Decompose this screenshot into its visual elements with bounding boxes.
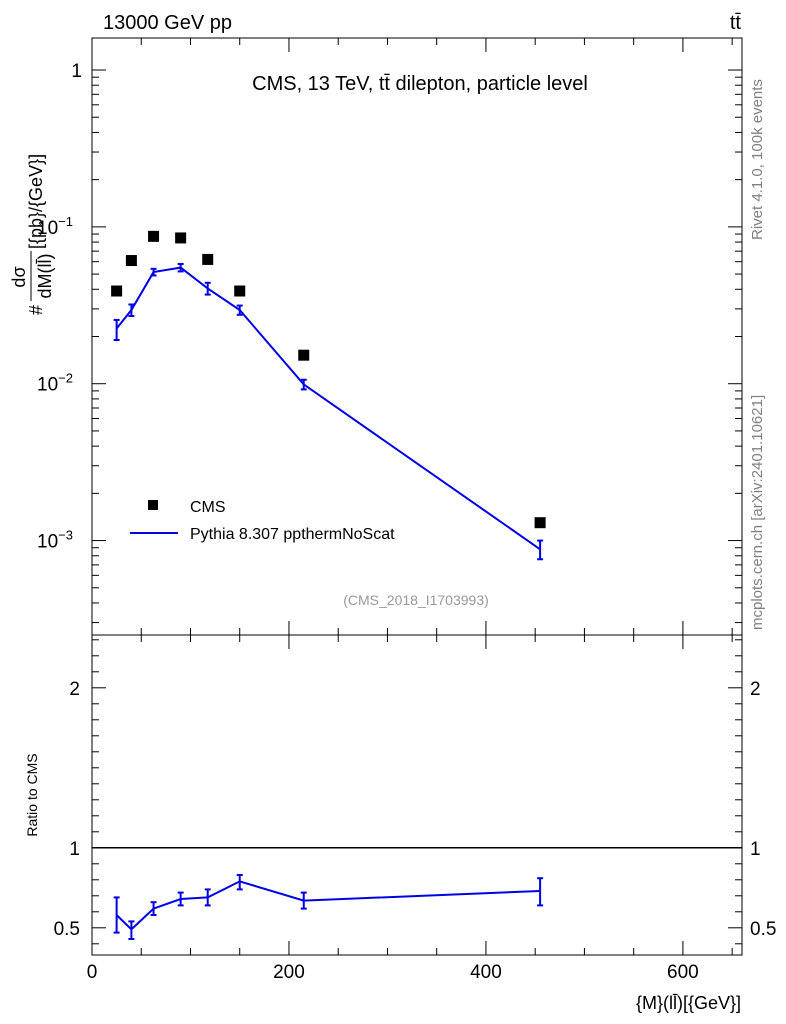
ratio-panel: Ratio to CMS {M}(ll̄)[{GeV}] 0.5 0.51 12 20…	[24, 634, 777, 1013]
y-tick-label: 10−2	[37, 371, 73, 396]
y-tick-label: 1	[71, 61, 82, 82]
ylabel-unit: [{pb}/{GeV}]	[26, 154, 46, 249]
ratio-y-tick-label: 1	[69, 839, 80, 860]
mc-series-line	[115, 266, 541, 551]
cms-data-point	[125, 255, 137, 267]
main-ticks	[91, 38, 742, 635]
side-source-text: mcplots.cern.ch [arXiv:2401.10621]	[749, 395, 766, 630]
ylabel-prefix: #	[26, 305, 46, 315]
ratio-y-tick-label: 0.5	[54, 919, 80, 940]
cms-data-point	[534, 517, 546, 529]
side-rivet-text: Rivet 4.1.0, 100k events	[749, 79, 766, 240]
ylabel-denominator: dM(ll̄)	[35, 254, 55, 299]
cms-data-point	[175, 232, 187, 244]
ratio-y-tick-label: 2	[69, 679, 80, 700]
header-channel: tt̄	[730, 12, 742, 34]
legend-cms-marker	[148, 500, 158, 510]
x-tick-label: 0	[87, 962, 98, 983]
ratio-y-tick-label-right: 2	[750, 679, 761, 700]
main-ylabel: # dσ dM(ll̄) [{pb}/{GeV}]	[9, 154, 55, 315]
cms-data-point	[111, 285, 123, 297]
legend-cms-label: CMS	[190, 499, 226, 516]
ratio-y-tick-label-right: 1	[750, 839, 761, 860]
ratio-frame	[91, 634, 743, 956]
cms-data-point	[298, 349, 310, 361]
legend-mc-label: Pythia 8.307 ppthermNoScat	[190, 526, 395, 543]
main-frame	[91, 37, 743, 636]
ratio-ylabel: Ratio to CMS	[24, 753, 40, 836]
ratio-marks	[92, 847, 742, 940]
main-tick-labels: 1 10−1 10−2 10−3	[37, 61, 82, 553]
ratio-ticks	[91, 635, 742, 955]
main-panel: CMS, 13 TeV, tt̄ dilepton, particle leve…	[9, 37, 743, 636]
ylabel-numerator: dσ	[9, 266, 29, 287]
x-tick-label: 400	[470, 962, 502, 983]
main-marks	[111, 230, 546, 561]
legend: CMS Pythia 8.307 ppthermNoScat	[130, 499, 395, 543]
cms-data-point	[202, 253, 214, 265]
watermark: (CMS_2018_I1703993)	[343, 592, 489, 608]
header-process: 13000 GeV pp	[103, 12, 232, 34]
y-tick-label: 10−1	[37, 214, 73, 239]
x-tick-label: 600	[667, 962, 699, 983]
main-title: CMS, 13 TeV, tt̄ dilepton, particle leve…	[252, 73, 588, 95]
cms-data-point	[234, 285, 246, 297]
x-tick-label: 200	[273, 962, 305, 983]
ratio-xlabel: {M}(ll̄)[{GeV}]	[636, 993, 741, 1013]
cms-data-point	[148, 230, 160, 242]
ratio-tick-labels: 0.5 0.5 1 1 2 2 0 200 400 600	[54, 679, 777, 983]
ratio-y-tick-label-right: 0.5	[750, 919, 776, 940]
ratio-series-line	[115, 880, 541, 931]
y-tick-label: 10−3	[37, 528, 73, 553]
